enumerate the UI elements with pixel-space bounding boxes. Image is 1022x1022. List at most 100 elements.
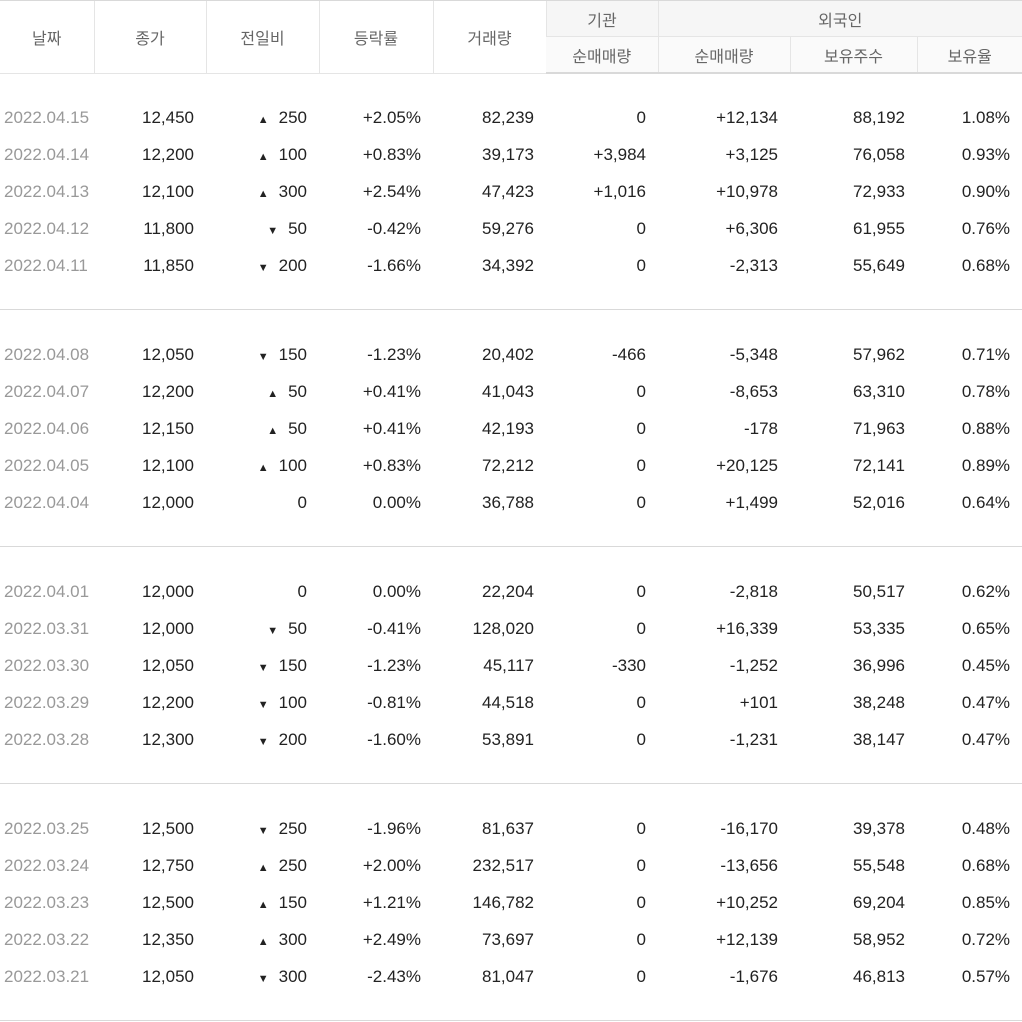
volume-cell: 36,788 (433, 484, 546, 521)
date-cell: 2022.04.04 (0, 484, 94, 521)
change-value: 250 (279, 819, 307, 838)
holdings-cell: 50,517 (790, 573, 917, 610)
volume-cell: 59,276 (433, 210, 546, 247)
change-value: 100 (279, 456, 307, 475)
volume-cell: 47,423 (433, 173, 546, 210)
down-triangle-icon: ▼ (258, 351, 269, 363)
ratio-cell: 0.62% (917, 573, 1022, 610)
foreign-net-cell: -5,348 (658, 336, 790, 373)
change-cell: ▲100 (206, 447, 319, 484)
spacer-row (0, 284, 1022, 310)
up-triangle-icon: ▲ (267, 425, 278, 437)
change-cell: ▼50 (206, 610, 319, 647)
header-date: 날짜 (0, 1, 94, 74)
inst-net-cell: 0 (546, 921, 658, 958)
spacer-cell (0, 995, 1022, 1021)
volume-cell: 39,173 (433, 136, 546, 173)
ratio-cell: 0.78% (917, 373, 1022, 410)
change-value: 300 (279, 967, 307, 986)
holdings-cell: 36,996 (790, 647, 917, 684)
close-cell: 12,000 (94, 610, 206, 647)
close-cell: 12,200 (94, 684, 206, 721)
date-cell: 2022.03.29 (0, 684, 94, 721)
ratio-cell: 0.93% (917, 136, 1022, 173)
rate-cell: +0.41% (319, 373, 433, 410)
close-cell: 12,350 (94, 921, 206, 958)
change-cell: ▲150 (206, 884, 319, 921)
date-cell: 2022.03.23 (0, 884, 94, 921)
ratio-cell: 0.47% (917, 721, 1022, 758)
change-value: 200 (279, 256, 307, 275)
date-cell: 2022.03.28 (0, 721, 94, 758)
header-inst-net: 순매매량 (546, 37, 658, 74)
rate-cell: -1.66% (319, 247, 433, 284)
ratio-cell: 0.89% (917, 447, 1022, 484)
date-cell: 2022.04.15 (0, 99, 94, 136)
foreign-net-cell: +12,134 (658, 99, 790, 136)
close-cell: 12,200 (94, 136, 206, 173)
rate-cell: +0.41% (319, 410, 433, 447)
close-cell: 12,000 (94, 484, 206, 521)
up-triangle-icon: ▲ (258, 188, 269, 200)
inst-net-cell: -466 (546, 336, 658, 373)
volume-cell: 42,193 (433, 410, 546, 447)
rate-cell: -0.81% (319, 684, 433, 721)
holdings-cell: 71,963 (790, 410, 917, 447)
holdings-cell: 63,310 (790, 373, 917, 410)
volume-cell: 81,637 (433, 810, 546, 847)
date-cell: 2022.03.21 (0, 958, 94, 995)
change-value: 150 (279, 893, 307, 912)
ratio-cell: 0.71% (917, 336, 1022, 373)
date-cell: 2022.03.22 (0, 921, 94, 958)
change-cell: ▲300 (206, 921, 319, 958)
rate-cell: -1.23% (319, 647, 433, 684)
rate-cell: -1.23% (319, 336, 433, 373)
close-cell: 11,850 (94, 247, 206, 284)
close-cell: 12,300 (94, 721, 206, 758)
ratio-cell: 0.88% (917, 410, 1022, 447)
foreign-net-cell: -16,170 (658, 810, 790, 847)
change-value: 100 (279, 693, 307, 712)
date-cell: 2022.04.01 (0, 573, 94, 610)
change-cell: 0 (206, 573, 319, 610)
ratio-cell: 0.76% (917, 210, 1022, 247)
volume-cell: 73,697 (433, 921, 546, 958)
volume-cell: 22,204 (433, 573, 546, 610)
header-change: 전일비 (206, 1, 319, 74)
holdings-cell: 72,933 (790, 173, 917, 210)
volume-cell: 82,239 (433, 99, 546, 136)
inst-net-cell: 0 (546, 373, 658, 410)
header-foreign: 외국인 (658, 1, 1022, 37)
volume-cell: 72,212 (433, 447, 546, 484)
date-cell: 2022.03.31 (0, 610, 94, 647)
close-cell: 12,050 (94, 647, 206, 684)
inst-net-cell: 0 (546, 484, 658, 521)
inst-net-cell: 0 (546, 721, 658, 758)
change-cell: ▼100 (206, 684, 319, 721)
close-cell: 12,000 (94, 573, 206, 610)
date-cell: 2022.03.24 (0, 847, 94, 884)
down-triangle-icon: ▼ (258, 973, 269, 985)
holdings-cell: 61,955 (790, 210, 917, 247)
holdings-cell: 46,813 (790, 958, 917, 995)
